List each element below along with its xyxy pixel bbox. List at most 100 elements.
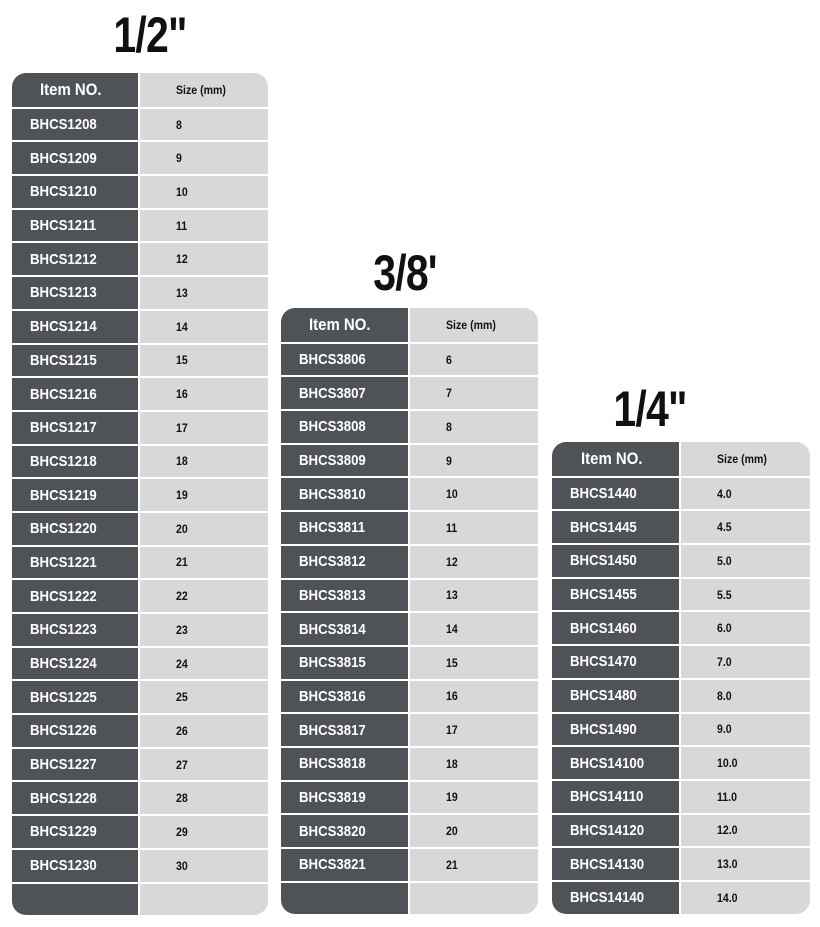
table-half-inch: Item NO. Size (mm) BHCS1208 8 BHCS1209 9 BHCS1… — [12, 73, 268, 916]
table-row: BHCS1225 25 — [12, 679, 268, 714]
table-row: BHCS1228 28 — [12, 780, 268, 815]
table-row: BHCS3809 9 — [281, 442, 538, 477]
item-number-cell-text: BHCS1226 — [30, 722, 97, 740]
table-row: BHCS1221 21 — [12, 544, 268, 579]
size-cell-text: 9 — [176, 151, 182, 166]
size-cell: 9 — [140, 142, 268, 175]
size-cell: 10 — [409, 478, 538, 511]
item-number-cell-text: BHCS3819 — [299, 788, 366, 806]
table-header: Item NO. Size (mm) — [12, 73, 268, 107]
item-number-cell: BHCS1455 — [552, 578, 681, 611]
table-row: BHCS3816 16 — [281, 678, 538, 713]
item-number-cell: BHCS1460 — [552, 612, 681, 645]
item-number-cell: BHCS3820 — [281, 815, 410, 847]
item-number-cell: BHCS1228 — [12, 782, 140, 815]
item-number-cell: BHCS3819 — [281, 781, 410, 814]
size-cell-text: 12 — [176, 252, 188, 267]
table-row: BHCS14130 13.0 — [552, 846, 810, 880]
item-number-cell-text: BHCS1215 — [30, 351, 97, 369]
size-cell: 13 — [140, 277, 268, 309]
size-cell-text: 20 — [445, 824, 458, 839]
item-number-cell: BHCS3815 — [281, 646, 410, 679]
item-number-cell-text: BHCS14130 — [570, 855, 645, 873]
size-cell: 16 — [140, 378, 268, 410]
size-cell-text: 21 — [176, 555, 188, 570]
table-row: BHCS1455 5.5 — [552, 576, 810, 611]
table-row: BHCS3808 8 — [281, 409, 538, 443]
size-cell: 24 — [140, 647, 268, 680]
size-cell-text: 4.5 — [717, 520, 732, 535]
size-cell-text: 14 — [445, 622, 458, 637]
table-row: BHCS3811 11 — [281, 510, 538, 544]
size-cell-text: 16 — [176, 387, 188, 402]
item-number-cell: BHCS1480 — [552, 679, 681, 712]
item-number-cell-text: BHCS3820 — [299, 822, 366, 840]
item-number-cell-text: BHCS14110 — [570, 788, 644, 806]
size-cell: 26 — [140, 715, 268, 747]
table-row: BHCS14140 14.0 — [552, 879, 810, 914]
item-number-cell: BHCS14140 — [552, 881, 681, 914]
size-cell-text: 17 — [445, 723, 458, 738]
item-number-cell-text: BHCS1209 — [30, 149, 97, 167]
table-row: BHCS1218 18 — [12, 443, 268, 478]
item-number-cell-text: BHCS1480 — [570, 687, 637, 705]
item-number-cell-text: BHCS1460 — [570, 619, 637, 637]
header-item-no: Item NO. — [12, 73, 140, 107]
item-number-cell: BHCS1211 — [12, 209, 140, 242]
item-number-cell: BHCS3818 — [281, 747, 410, 780]
size-cell-text: 8 — [445, 419, 452, 434]
item-number-cell: BHCS3812 — [281, 545, 410, 578]
size-cell: 14 — [140, 310, 268, 343]
size-cell: 10.0 — [681, 747, 810, 779]
table-row: BHCS1230 30 — [12, 847, 268, 882]
item-number-cell-text: BHCS3821 — [299, 856, 366, 874]
item-number-cell-text: BHCS14140 — [570, 889, 645, 907]
size-cell-text: 5.5 — [717, 587, 732, 602]
size-cell-text: 19 — [176, 488, 188, 503]
item-number-cell-text: BHCS1445 — [570, 518, 637, 536]
item-number-cell: BHCS3817 — [281, 714, 410, 746]
size-cell: 10 — [140, 176, 268, 208]
item-number-cell: BHCS1216 — [12, 378, 140, 410]
header-size-text: Size (mm) — [176, 82, 226, 97]
item-number-cell-text: BHCS3817 — [299, 721, 366, 739]
table-row: BHCS3820 20 — [281, 813, 538, 847]
size-cell-text: 10 — [445, 487, 458, 502]
item-number-cell-text: BHCS1227 — [30, 756, 97, 774]
table-row: BHCS3815 15 — [281, 644, 538, 679]
table-row: BHCS3812 12 — [281, 543, 538, 578]
size-cell: 19 — [140, 479, 268, 511]
size-cell: 7 — [409, 377, 538, 410]
header-item-no: Item NO. — [552, 442, 681, 476]
size-cell-text: 12 — [445, 554, 458, 569]
item-number-cell: BHCS1221 — [12, 546, 140, 579]
size-cell: 18 — [409, 747, 538, 780]
size-cell: 8 — [409, 411, 538, 443]
item-number-cell-text: BHCS3816 — [299, 687, 366, 705]
size-cell: 4.0 — [681, 477, 810, 510]
table-row: BHCS1440 4.0 — [552, 475, 810, 510]
item-number-cell-text: BHCS3813 — [299, 586, 366, 604]
size-cell-text: 19 — [445, 790, 458, 805]
size-cell-text: 11.0 — [717, 789, 737, 804]
table-row — [281, 880, 538, 915]
table-quarter-inch: Item NO. Size (mm) BHCS1440 4.0 BHCS1445 4.5 B… — [552, 442, 810, 914]
item-number-cell: BHCS1225 — [12, 681, 140, 714]
size-cell: 17 — [140, 411, 268, 444]
item-number-cell-text: BHCS3818 — [299, 755, 366, 773]
item-number-cell-text: BHCS1208 — [30, 116, 97, 134]
item-number-cell-text: BHCS1470 — [570, 653, 637, 671]
item-number-cell: BHCS1490 — [552, 713, 681, 746]
size-cell: 29 — [140, 816, 268, 848]
size-cell-text: 7 — [445, 386, 452, 401]
table-row: BHCS1226 26 — [12, 713, 268, 747]
size-cell: 16 — [409, 680, 538, 713]
size-cell-text: 14.0 — [717, 890, 738, 905]
header-size-text: Size (mm) — [445, 317, 496, 332]
size-cell: 12 — [140, 243, 268, 276]
item-number-cell: BHCS1440 — [552, 477, 681, 510]
size-cell-text: 8 — [176, 117, 182, 132]
table-row: BHCS1480 8.0 — [552, 677, 810, 712]
table-row: BHCS3821 21 — [281, 847, 538, 881]
size-cell: 28 — [140, 782, 268, 815]
